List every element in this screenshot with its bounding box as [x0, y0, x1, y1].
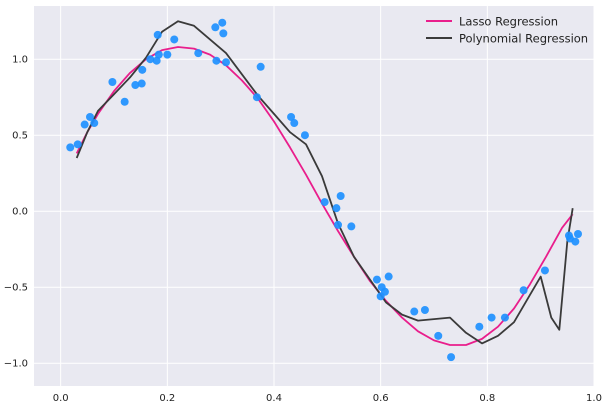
scatter-point [347, 222, 356, 231]
y-axis-ticks: −1.0 −0.5 0.0 0.5 1.0 [4, 55, 28, 370]
scatter-point [320, 198, 329, 207]
scatter-point [332, 204, 341, 213]
scatter-point [131, 81, 140, 90]
scatter-point [380, 287, 389, 296]
x-tick-label: 1.0 [586, 393, 602, 404]
scatter-point [372, 275, 381, 284]
y-tick-label: −1.0 [4, 359, 28, 370]
scatter-point [153, 30, 162, 39]
scatter-point [152, 56, 161, 65]
scatter-point [80, 120, 89, 129]
scatter-point [170, 35, 179, 44]
scatter-point [137, 79, 146, 88]
scatter-point [154, 50, 163, 59]
scatter-point [252, 93, 261, 102]
y-tick-label: 1.0 [12, 55, 28, 66]
x-tick-label: 0.4 [266, 393, 282, 404]
scatter-point [500, 313, 509, 322]
scatter-point [194, 49, 203, 58]
scatter-point [540, 266, 549, 275]
scatter-point [163, 50, 172, 59]
scatter-point [334, 220, 342, 229]
grid [34, 6, 595, 386]
scatter-point [571, 237, 580, 246]
scatter-point [86, 112, 94, 121]
scatter-point [90, 119, 99, 128]
x-tick-label: 0.6 [373, 393, 389, 404]
scatter-point [420, 306, 429, 314]
scatter-point [138, 65, 147, 74]
scatter-point [73, 140, 82, 149]
scatter-points [66, 18, 582, 362]
scatter-point [487, 313, 496, 322]
x-tick-label: 0.0 [53, 393, 69, 404]
scatter-point [219, 29, 228, 38]
legend-label-polynomial: Polynomial Regression [459, 32, 588, 46]
scatter-point [218, 18, 227, 27]
y-tick-label: −0.5 [4, 283, 28, 294]
scatter-point [300, 131, 309, 140]
scatter-point [475, 322, 484, 331]
scatter-point [256, 62, 265, 71]
scatter-point [574, 230, 582, 238]
scatter-point [336, 192, 345, 200]
y-tick-label: 0.0 [12, 207, 28, 218]
scatter-point [447, 353, 456, 362]
scatter-point [410, 307, 419, 316]
scatter-point [222, 58, 230, 67]
x-tick-label: 0.8 [479, 393, 495, 404]
scatter-point [108, 78, 117, 86]
legend: Lasso Regression Polynomial Regression [426, 15, 588, 46]
scatter-point [287, 112, 296, 121]
y-tick-label: 0.5 [12, 131, 28, 142]
x-axis-ticks: 0.0 0.2 0.4 0.6 0.8 1.0 [53, 393, 602, 404]
scatter-point [384, 272, 393, 281]
scatter-point [146, 55, 155, 64]
scatter-point [211, 23, 220, 32]
legend-label-lasso: Lasso Regression [459, 15, 558, 29]
plot-background [34, 6, 594, 386]
scatter-point [290, 119, 299, 128]
scatter-point [66, 143, 75, 152]
x-tick-label: 0.2 [159, 393, 175, 404]
scatter-point [120, 97, 129, 106]
scatter-point [434, 331, 443, 340]
scatter-point [212, 56, 221, 65]
scatter-point [519, 286, 528, 295]
